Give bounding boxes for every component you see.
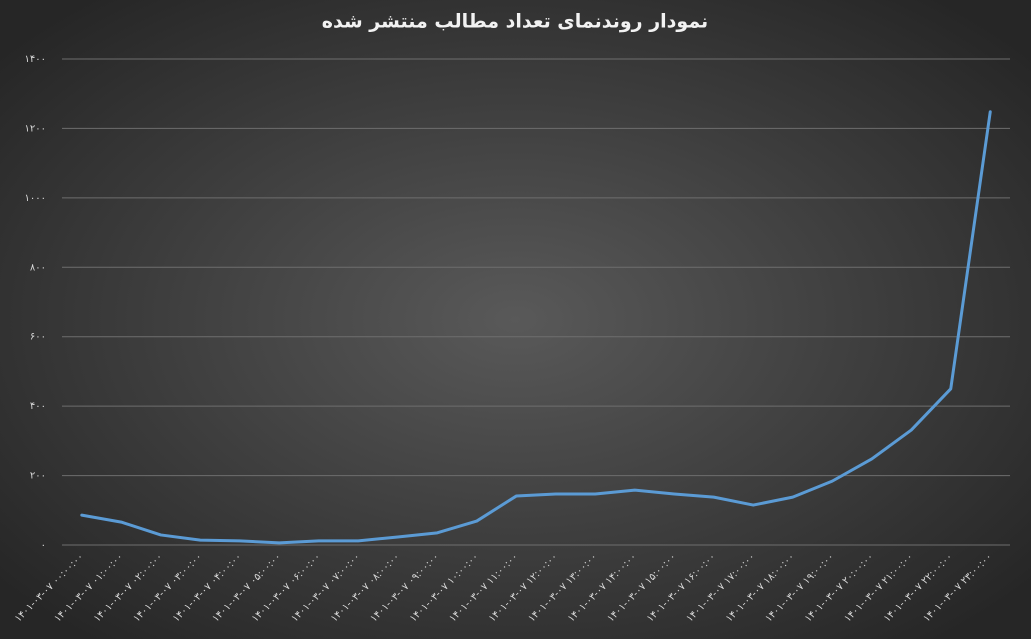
y-tick-label: ۱۴۰۰ <box>25 54 46 65</box>
y-tick-label: ۱۰۰۰ <box>25 193 46 204</box>
y-tick-label: ۶۰۰ <box>30 332 46 343</box>
y-tick-label: ۱۲۰۰ <box>25 123 46 134</box>
y-tick-label: ۰ <box>41 540 46 551</box>
data-line <box>80 110 992 545</box>
y-tick-label: ۴۰۰ <box>30 401 46 412</box>
y-tick-label: ۲۰۰ <box>30 471 46 482</box>
y-tick-label: ۸۰۰ <box>30 262 46 273</box>
chart-title: نمودار روندنمای تعداد مطالب منتشر شده <box>322 11 708 33</box>
